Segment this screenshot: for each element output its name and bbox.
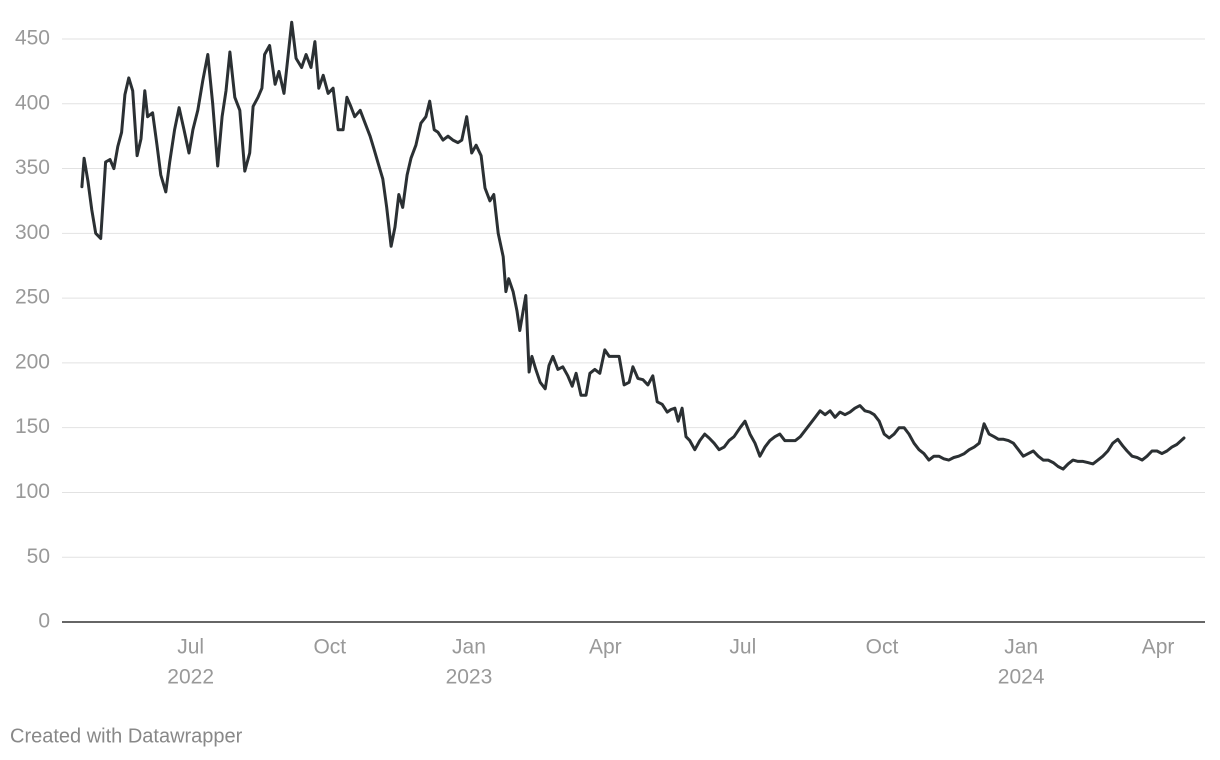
y-tick-label: 0	[38, 610, 50, 633]
x-tick-label: Apr	[589, 636, 622, 659]
x-tick-year: 2022	[167, 666, 214, 689]
footer: Created with Datawrapper	[10, 725, 243, 747]
x-tick-label: Jan	[452, 636, 486, 659]
x-tick-label: Jan	[1004, 636, 1038, 659]
y-tick-label: 200	[15, 350, 50, 373]
price-line	[80, 20, 1186, 471]
y-tick-label: 100	[15, 480, 50, 503]
x-tick-label: Oct	[313, 636, 346, 659]
x-tick-label: Apr	[1142, 636, 1175, 659]
y-tick-label: 300	[15, 221, 50, 244]
y-tick-label: 50	[27, 545, 50, 568]
x-tick-label: Oct	[866, 636, 899, 659]
x-tick-label: Jul	[729, 636, 756, 659]
y-tick-label: 400	[15, 91, 50, 114]
y-tick-label: 450	[15, 27, 50, 50]
y-tick-label: 250	[15, 286, 50, 309]
x-tick-year: 2024	[998, 666, 1045, 689]
y-tick-label: 150	[15, 415, 50, 438]
x-tick-year: 2023	[446, 666, 493, 689]
x-tick-label: Jul	[177, 636, 204, 659]
y-tick-label: 350	[15, 156, 50, 179]
